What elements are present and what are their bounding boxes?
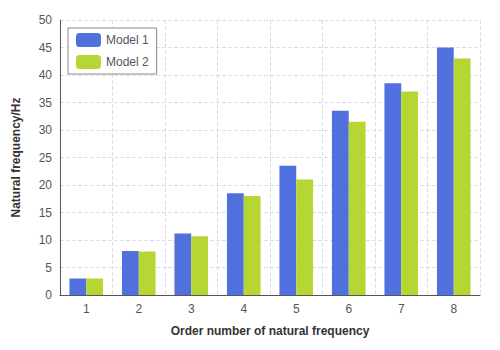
svg-text:Order number of natural freque: Order number of natural frequency — [171, 324, 370, 338]
svg-text:3: 3 — [188, 302, 195, 316]
svg-text:Natural frequency/Hz: Natural frequency/Hz — [9, 97, 23, 217]
svg-text:8: 8 — [450, 302, 457, 316]
svg-text:1: 1 — [83, 302, 90, 316]
svg-text:45: 45 — [39, 41, 53, 55]
svg-text:4: 4 — [240, 302, 247, 316]
svg-text:Model 2: Model 2 — [106, 55, 149, 69]
svg-text:15: 15 — [39, 206, 53, 220]
svg-text:0: 0 — [45, 288, 52, 302]
svg-text:40: 40 — [39, 68, 53, 82]
svg-text:Model 1: Model 1 — [106, 33, 149, 47]
svg-text:50: 50 — [39, 13, 53, 27]
svg-text:30: 30 — [39, 123, 53, 137]
svg-text:20: 20 — [39, 178, 53, 192]
svg-text:6: 6 — [345, 302, 352, 316]
svg-text:25: 25 — [39, 151, 53, 165]
svg-text:10: 10 — [39, 233, 53, 247]
svg-text:2: 2 — [135, 302, 142, 316]
svg-text:35: 35 — [39, 96, 53, 110]
svg-text:5: 5 — [293, 302, 300, 316]
svg-text:5: 5 — [45, 261, 52, 275]
svg-text:7: 7 — [398, 302, 405, 316]
